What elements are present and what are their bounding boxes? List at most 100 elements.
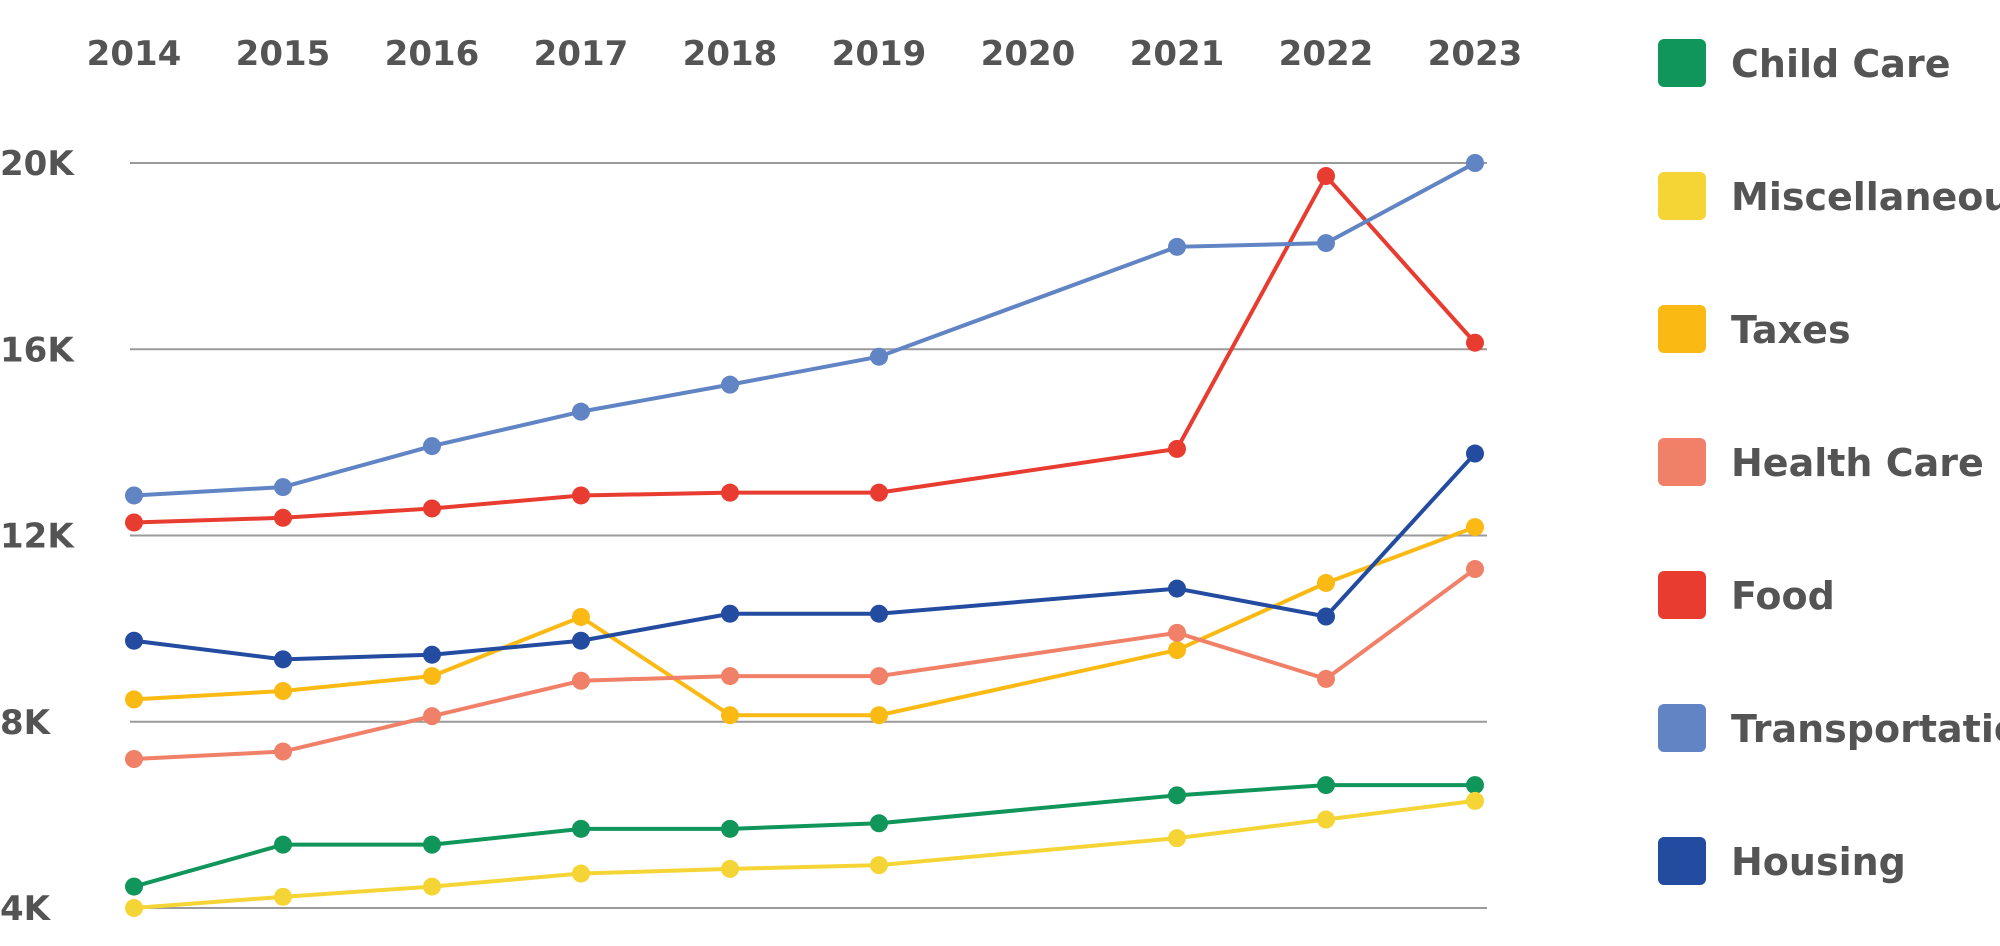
data-point-housing xyxy=(1317,607,1335,626)
series-housing xyxy=(125,444,1484,669)
legend-label-miscellaneous: Miscellaneous xyxy=(1731,175,2000,219)
grid-lines xyxy=(130,162,1487,909)
data-point-transportation xyxy=(721,375,739,394)
data-point-food xyxy=(870,483,888,502)
series-child-care xyxy=(125,776,1484,896)
series-line-transportation xyxy=(133,161,1476,498)
x-axis-ticks: 2014 2015 2016 2017 2018 2019 2020 2021 2022 2023 xyxy=(87,34,1523,74)
data-point-health-care xyxy=(870,667,888,686)
data-point-miscellaneous xyxy=(1466,791,1484,810)
y-tick-label: 16K xyxy=(0,330,75,370)
data-point-miscellaneous xyxy=(125,899,143,917)
data-point-housing xyxy=(423,645,441,664)
legend-swatch-transportation xyxy=(1658,704,1706,752)
x-tick-label: 2014 xyxy=(87,34,182,74)
x-tick-label: 2018 xyxy=(683,34,778,74)
y-tick-label: 8K xyxy=(0,703,52,743)
x-tick-label: 2021 xyxy=(1130,34,1225,74)
data-point-child-care xyxy=(1168,786,1186,805)
data-point-food xyxy=(1466,333,1484,352)
data-point-child-care xyxy=(1317,776,1335,795)
series-line-child-care xyxy=(133,783,1475,889)
legend-swatch-child-care xyxy=(1658,39,1706,87)
data-point-miscellaneous xyxy=(721,859,739,878)
data-point-health-care xyxy=(1466,560,1484,579)
data-point-taxes xyxy=(423,667,441,686)
data-point-miscellaneous xyxy=(423,877,441,896)
series-health-care xyxy=(125,560,1484,768)
data-point-housing xyxy=(125,631,143,650)
data-point-housing xyxy=(1168,579,1186,598)
data-point-child-care xyxy=(423,835,441,854)
data-point-transportation xyxy=(423,437,441,456)
series-food xyxy=(125,167,1484,532)
data-point-transportation xyxy=(1466,154,1484,172)
data-point-food xyxy=(1317,167,1335,186)
data-point-taxes xyxy=(274,682,292,701)
series-line-miscellaneous xyxy=(133,798,1476,910)
y-tick-label: 4K xyxy=(0,889,52,929)
data-point-child-care xyxy=(572,819,590,838)
data-point-transportation xyxy=(870,347,888,366)
legend-label-child-care: Child Care xyxy=(1731,42,1950,86)
y-axis-ticks: 4K 8K 12K 16K 20K xyxy=(0,144,75,929)
data-point-health-care xyxy=(423,707,441,726)
data-point-miscellaneous xyxy=(572,864,590,883)
data-point-health-care xyxy=(274,742,292,761)
data-point-food xyxy=(125,513,143,532)
data-point-taxes xyxy=(125,690,143,709)
series-line-health-care xyxy=(133,567,1477,761)
data-point-health-care xyxy=(1168,623,1186,642)
data-point-transportation xyxy=(274,478,292,497)
legend-label-taxes: Taxes xyxy=(1731,308,1851,352)
series-taxes xyxy=(125,518,1484,725)
data-point-transportation xyxy=(1317,234,1335,253)
legend: Child Care Miscellaneous Taxes Health Care F… xyxy=(1658,39,2000,885)
x-tick-label: 2019 xyxy=(832,34,927,74)
data-point-health-care xyxy=(125,750,143,768)
legend-swatch-miscellaneous xyxy=(1658,172,1706,220)
data-point-food xyxy=(721,483,739,502)
x-tick-label: 2023 xyxy=(1428,34,1523,74)
legend-swatch-health-care xyxy=(1658,438,1706,486)
data-point-food xyxy=(274,508,292,527)
series-line-taxes xyxy=(133,525,1476,718)
data-point-miscellaneous xyxy=(1317,810,1335,829)
data-point-miscellaneous xyxy=(1168,829,1186,848)
data-point-child-care xyxy=(870,814,888,833)
data-point-health-care xyxy=(721,667,739,686)
series-miscellaneous xyxy=(125,791,1484,917)
data-point-miscellaneous xyxy=(870,856,888,875)
data-point-taxes xyxy=(1466,518,1484,537)
series-line-housing xyxy=(133,452,1477,662)
data-point-housing xyxy=(721,604,739,623)
legend-label-food: Food xyxy=(1731,574,1835,618)
data-point-taxes xyxy=(870,706,888,725)
data-point-food xyxy=(1168,439,1186,458)
legend-swatch-housing xyxy=(1658,837,1706,885)
data-point-transportation xyxy=(125,486,143,505)
series-layer xyxy=(125,154,1484,917)
data-point-food xyxy=(572,486,590,505)
data-point-housing xyxy=(1466,444,1484,463)
x-tick-label: 2017 xyxy=(534,34,629,74)
data-point-housing xyxy=(870,604,888,623)
x-tick-label: 2020 xyxy=(981,34,1076,74)
data-point-food xyxy=(423,499,441,518)
data-point-taxes xyxy=(1317,573,1335,592)
x-tick-label: 2022 xyxy=(1279,34,1374,74)
data-point-housing xyxy=(274,650,292,669)
legend-label-transportation: Transportation xyxy=(1731,707,2000,751)
data-point-health-care xyxy=(1317,669,1335,688)
data-point-child-care xyxy=(274,835,292,854)
legend-swatch-taxes xyxy=(1658,305,1706,353)
data-point-taxes xyxy=(1168,641,1186,660)
legend-swatch-food xyxy=(1658,571,1706,619)
data-point-taxes xyxy=(572,607,590,626)
y-tick-label: 12K xyxy=(0,517,75,557)
data-point-taxes xyxy=(721,706,739,725)
legend-label-health-care: Health Care xyxy=(1731,441,1984,485)
legend-label-housing: Housing xyxy=(1731,840,1906,884)
x-tick-label: 2016 xyxy=(385,34,480,74)
